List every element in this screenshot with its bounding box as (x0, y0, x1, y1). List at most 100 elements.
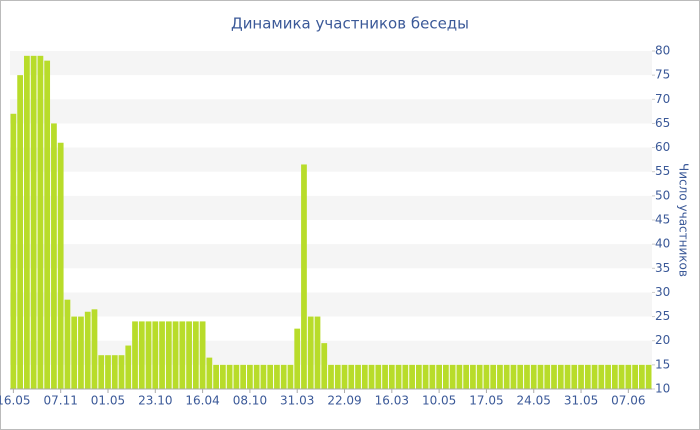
bar (348, 364, 355, 389)
y-tick-label: 50 (655, 188, 670, 202)
bar (240, 364, 247, 389)
bar (497, 364, 503, 389)
bar (199, 321, 206, 389)
grid-band (10, 244, 652, 269)
bar (409, 364, 415, 389)
bar (584, 364, 591, 389)
y-tick-label: 30 (655, 285, 670, 299)
bar (375, 364, 382, 389)
bar (382, 364, 388, 389)
bar (557, 364, 564, 389)
bar (219, 364, 226, 389)
bar (503, 364, 510, 389)
x-tick-label: 31.03 (280, 394, 314, 408)
y-axis-label: Число участников (677, 163, 691, 277)
bar (618, 364, 625, 389)
bar (537, 364, 544, 389)
bar (111, 355, 118, 389)
bar (105, 355, 111, 389)
grid-band (10, 292, 652, 317)
x-tick-label: 31.05 (564, 394, 598, 408)
x-tick-label: 10.05 (422, 394, 456, 408)
bar (611, 364, 618, 389)
y-tick-label: 80 (655, 44, 670, 58)
bar (44, 60, 51, 390)
bar (287, 364, 294, 389)
bar (267, 364, 274, 389)
bar (260, 364, 267, 389)
bar (64, 299, 71, 389)
bar (341, 364, 348, 389)
bar (226, 364, 233, 389)
bar (24, 55, 30, 389)
bar (253, 364, 260, 389)
bar (361, 364, 368, 389)
bar (84, 311, 91, 389)
bar (186, 321, 192, 389)
y-tick-label: 40 (655, 237, 670, 251)
bar (51, 123, 57, 389)
bar (645, 364, 652, 389)
y-tick-label: 65 (655, 116, 670, 130)
bar (78, 316, 84, 389)
bar (159, 321, 165, 389)
y-tick-label: 35 (655, 261, 670, 275)
bar (443, 364, 449, 389)
chart-title: Динамика участников беседы (231, 15, 469, 33)
bar (422, 364, 429, 389)
bar (544, 364, 551, 389)
y-tick-label: 55 (655, 164, 670, 178)
bar (490, 364, 497, 389)
bar (402, 364, 409, 389)
bar (429, 364, 436, 389)
bar (118, 355, 125, 389)
bar (470, 364, 476, 389)
y-tick-label: 70 (655, 92, 670, 106)
bar (125, 345, 132, 389)
bar (314, 316, 321, 389)
bar (524, 364, 530, 389)
bar (91, 309, 98, 389)
y-tick-label: 10 (655, 382, 670, 396)
y-tick-label: 25 (655, 309, 670, 323)
x-tick-label: 17.05 (469, 394, 503, 408)
x-tick-label: 24.05 (517, 394, 551, 408)
bar (145, 321, 152, 389)
bar (247, 364, 253, 389)
bar (483, 364, 490, 389)
bar (605, 364, 611, 389)
bar (530, 364, 537, 389)
x-tick-label: 23.10 (138, 394, 172, 408)
bar (152, 321, 159, 389)
bar (274, 364, 280, 389)
bar (71, 316, 78, 389)
bar (206, 357, 213, 389)
bar (551, 364, 557, 389)
bar (355, 364, 361, 389)
bar (138, 321, 145, 389)
bar (165, 321, 172, 389)
bar (280, 364, 287, 389)
x-tick-label: 08.10 (233, 394, 267, 408)
y-tick-label: 15 (655, 357, 670, 371)
x-tick-label: 22.09 (327, 394, 361, 408)
bar (132, 321, 138, 389)
bar (307, 316, 314, 389)
bar (638, 364, 645, 389)
bar (632, 364, 638, 389)
grid-band (10, 51, 652, 76)
bar (436, 364, 443, 389)
bar (233, 364, 240, 389)
bar (578, 364, 584, 389)
x-tick-label: 16.05 (0, 394, 31, 408)
x-tick-label: 07.11 (44, 394, 78, 408)
bar (456, 364, 463, 389)
x-tick-label: 07.06 (611, 394, 645, 408)
y-tick-label: 20 (655, 333, 670, 347)
bar (571, 364, 578, 389)
bar (321, 343, 328, 389)
bar (172, 321, 179, 389)
y-tick-label: 75 (655, 68, 670, 82)
